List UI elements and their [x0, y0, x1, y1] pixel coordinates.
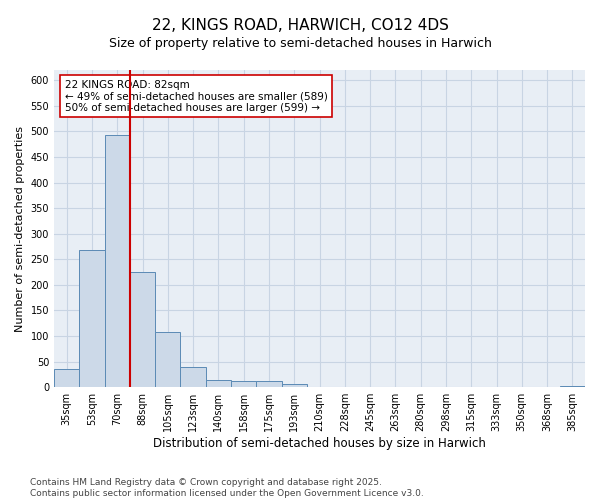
Bar [256, 380, 281, 387]
Text: 22 KINGS ROAD: 82sqm
← 49% of semi-detached houses are smaller (589)
50% of semi: 22 KINGS ROAD: 82sqm ← 49% of semi-detac… [65, 80, 328, 112]
Text: Size of property relative to semi-detached houses in Harwich: Size of property relative to semi-detach… [109, 38, 491, 51]
Bar [358, 386, 383, 387]
Y-axis label: Number of semi-detached properties: Number of semi-detached properties [15, 126, 25, 332]
Bar [181, 366, 206, 387]
Bar [307, 386, 332, 387]
Bar [104, 135, 130, 387]
Bar [54, 370, 79, 387]
Bar [281, 384, 307, 387]
Bar [509, 386, 535, 387]
Bar [79, 250, 104, 387]
Bar [560, 386, 585, 387]
X-axis label: Distribution of semi-detached houses by size in Harwich: Distribution of semi-detached houses by … [153, 437, 486, 450]
Bar [231, 380, 256, 387]
Bar [130, 272, 155, 387]
Bar [206, 380, 231, 387]
Text: Contains HM Land Registry data © Crown copyright and database right 2025.
Contai: Contains HM Land Registry data © Crown c… [30, 478, 424, 498]
Text: 22, KINGS ROAD, HARWICH, CO12 4DS: 22, KINGS ROAD, HARWICH, CO12 4DS [152, 18, 448, 32]
Bar [155, 332, 181, 387]
